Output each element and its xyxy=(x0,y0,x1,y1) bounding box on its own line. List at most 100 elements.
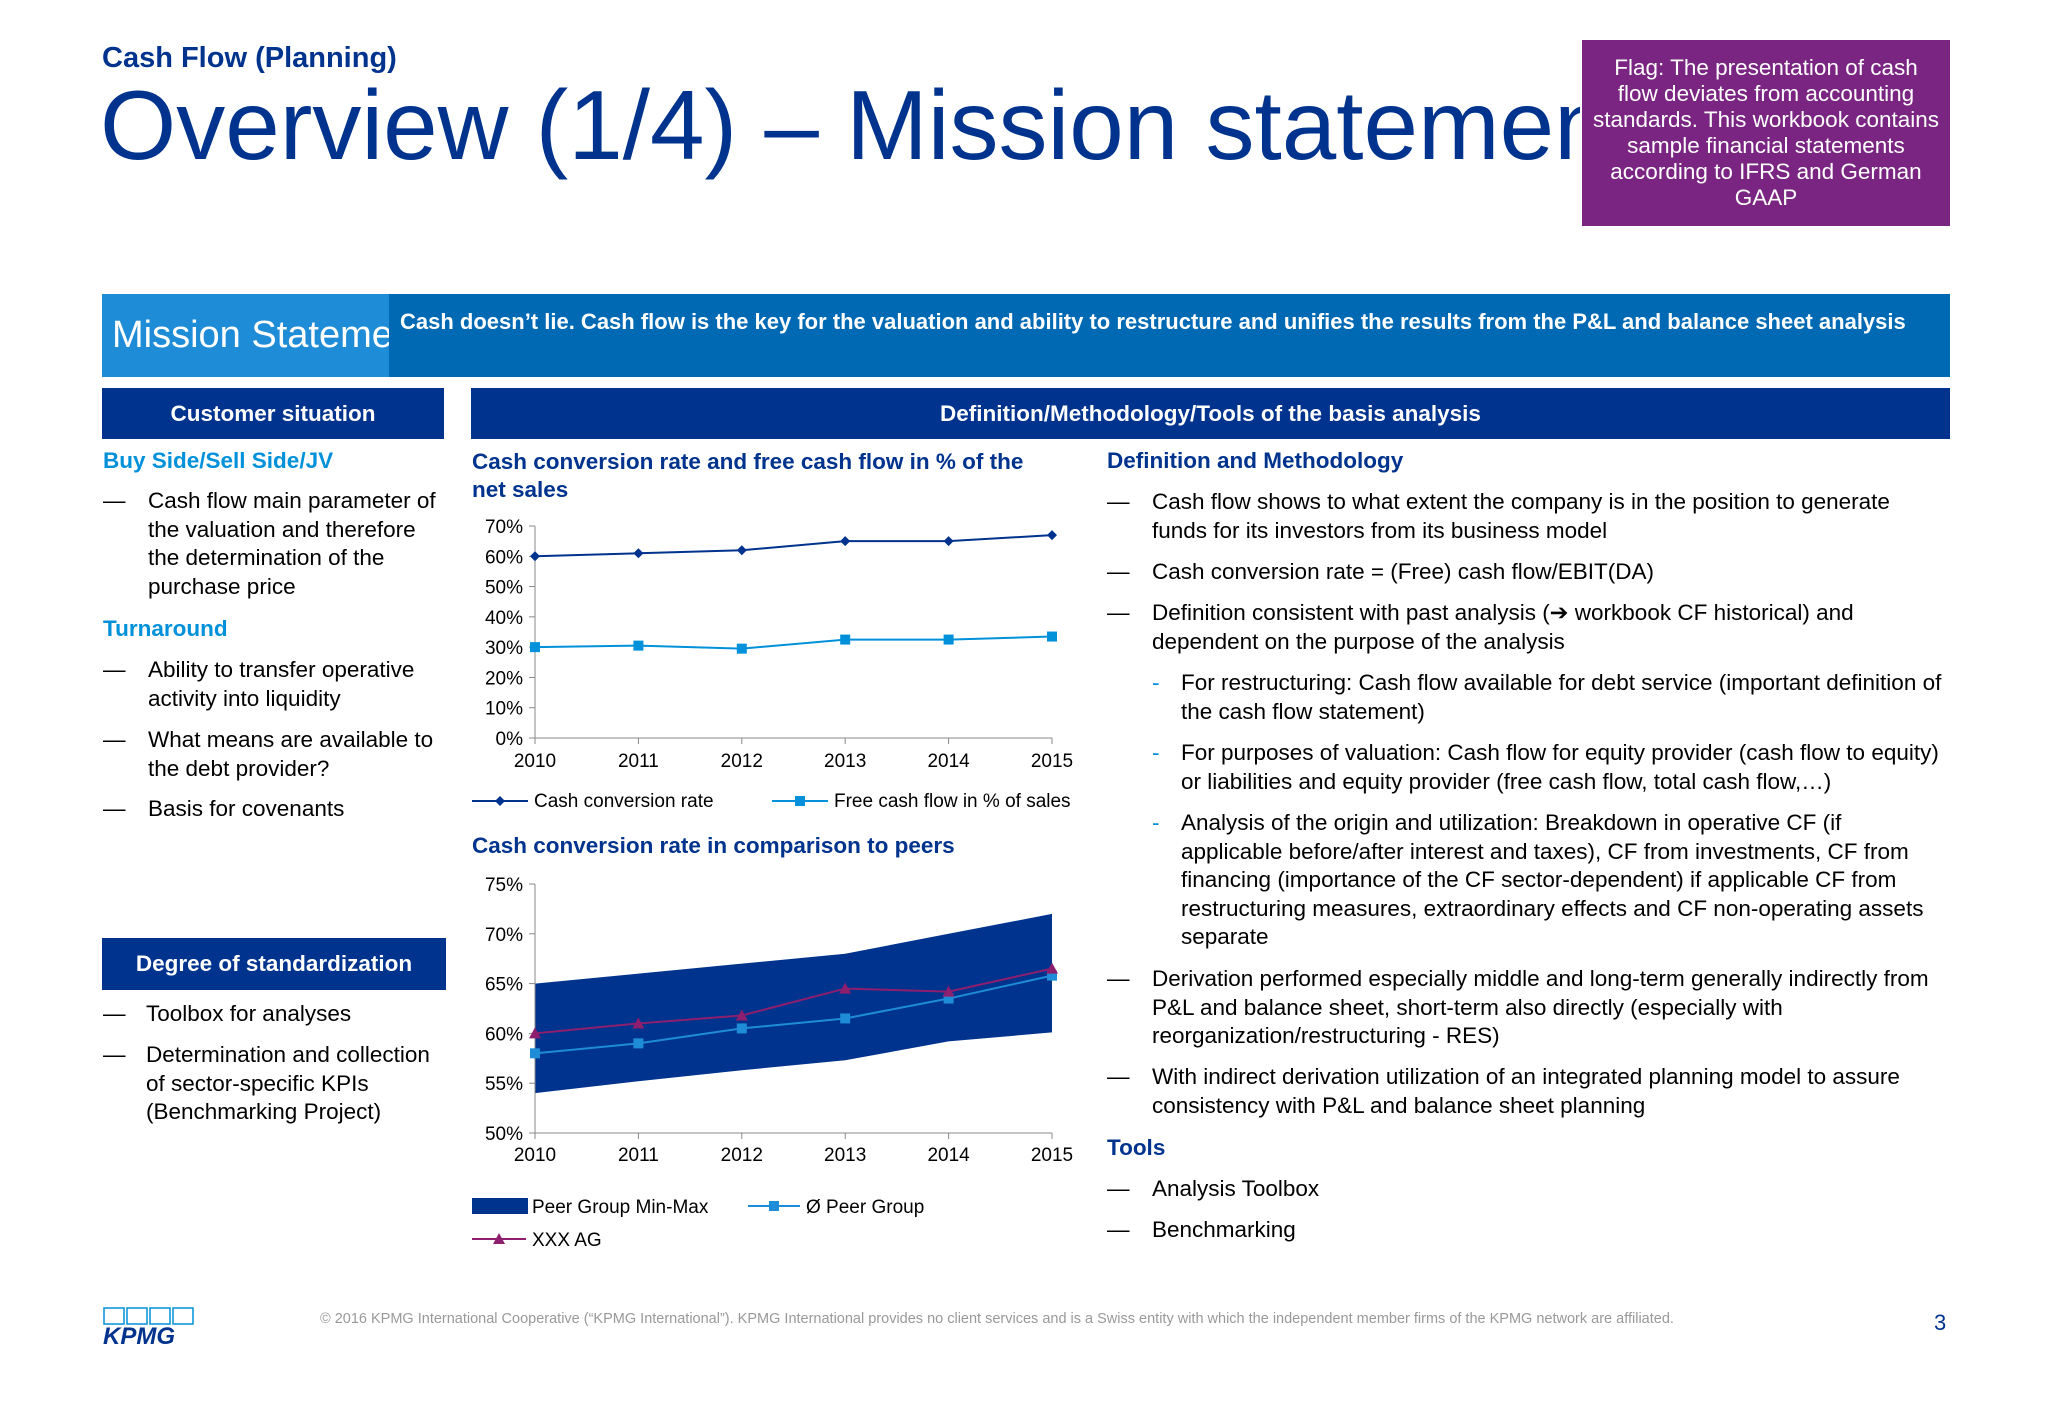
data-point xyxy=(736,545,747,556)
dash-icon: — xyxy=(103,1042,126,1067)
legend-label: Peer Group Min-Max xyxy=(532,1197,709,1218)
tools-title: Tools xyxy=(1107,1135,1166,1160)
dash-icon: — xyxy=(1107,489,1130,514)
y-tick-label: 30% xyxy=(485,638,523,659)
list-item: — Benchmarking xyxy=(1107,1216,1947,1245)
data-point xyxy=(736,1023,747,1034)
series-line-1 xyxy=(534,635,1053,650)
data-point xyxy=(633,640,644,651)
list-item: — What means are available to the debt p… xyxy=(103,727,434,781)
y-tick-label: 60% xyxy=(485,1024,523,1045)
legend-marker xyxy=(495,796,505,806)
legend-label: Free cash flow in % of sales xyxy=(834,791,1071,812)
section-subtitle: Cash Flow (Planning) xyxy=(102,42,397,74)
data-point xyxy=(942,985,955,997)
x-tick-label: 2015 xyxy=(1031,751,1073,772)
y-tick-label: 50% xyxy=(485,578,523,599)
data-point xyxy=(530,642,540,653)
methodology-title: Definition and Methodology xyxy=(1107,448,1404,473)
dash-icon: — xyxy=(1107,966,1130,991)
y-tick-label: 40% xyxy=(485,608,523,629)
y-tick-label: 50% xyxy=(485,1124,523,1145)
list-item: — Toolbox for analyses xyxy=(103,1000,443,1029)
subdash-icon: - xyxy=(1152,740,1160,765)
data-point xyxy=(943,993,954,1004)
dash-icon: — xyxy=(1107,1217,1130,1242)
legend-marker xyxy=(493,1233,505,1244)
dash-icon: — xyxy=(103,657,126,682)
series-line-1 xyxy=(534,967,1053,1035)
data-point xyxy=(840,536,851,547)
chart2-title: Cash conversion rate in comparison to pe… xyxy=(472,833,955,858)
chart1-title: Cash conversion rate and free cash flow … xyxy=(472,449,1024,502)
page-title: Overview (1/4) – Mission statement xyxy=(100,70,1580,180)
x-tick-label: 2012 xyxy=(721,1145,763,1166)
dash-icon: — xyxy=(103,796,126,821)
data-point xyxy=(840,634,851,645)
data-point xyxy=(736,643,747,654)
definition-header: Definition/Methodology/Tools of the basi… xyxy=(471,388,1950,439)
dash-icon: — xyxy=(1107,1176,1130,1201)
section-title-buy-side: Buy Side/Sell Side/JV xyxy=(103,448,334,473)
y-tick-label: 75% xyxy=(485,875,523,896)
x-tick-label: 2011 xyxy=(618,751,659,772)
x-tick-label: 2014 xyxy=(927,1145,970,1166)
dash-icon: — xyxy=(1107,600,1130,625)
dash-icon: — xyxy=(1107,1064,1130,1089)
list-item: — Ability to transfer operative activity… xyxy=(103,657,415,711)
list-item: — Cash flow main parameter of the valuat… xyxy=(103,488,436,599)
y-tick-label: 55% xyxy=(485,1074,523,1095)
mission-label: Mission Statement xyxy=(112,314,389,356)
x-tick-label: 2014 xyxy=(927,751,970,772)
mission-bar xyxy=(102,294,1950,377)
y-tick-label: 70% xyxy=(485,517,523,538)
data-point xyxy=(943,536,954,547)
svg-text:KPMG: KPMG xyxy=(103,1323,175,1348)
y-tick-label: 10% xyxy=(485,699,523,720)
data-point xyxy=(735,1009,748,1021)
page-number: 3 xyxy=(1934,1310,1947,1335)
subdash-icon: - xyxy=(1152,810,1160,835)
dash-icon: — xyxy=(103,1001,126,1026)
copyright-notice: © 2016 KPMG International Cooperative (“… xyxy=(320,1311,1674,1327)
data-point xyxy=(633,548,644,559)
list-item: — Cash flow shows to what extent the com… xyxy=(1107,489,1890,543)
peer-comparison-chart: 50% 55% 60% 65% 70% 75% 2010 2011 2012 2013 2014 20… xyxy=(472,875,1073,1251)
series-line-0 xyxy=(534,534,1053,558)
y-tick-label: 65% xyxy=(485,975,523,996)
data-point xyxy=(1047,530,1057,541)
x-tick-label: 2015 xyxy=(1031,1145,1073,1166)
data-point xyxy=(632,1017,645,1029)
mission-text: Cash doesn’t lie. Cash flow is the key f… xyxy=(400,309,1906,334)
list-item: — Cash conversion rate = (Free) cash flo… xyxy=(1107,558,1947,587)
x-tick-label: 2013 xyxy=(824,751,866,772)
data-point xyxy=(529,1027,541,1039)
standardization-header: Degree of standardization xyxy=(102,938,446,990)
data-point xyxy=(1046,962,1058,974)
data-point xyxy=(840,1013,851,1024)
legend-marker xyxy=(795,796,805,806)
x-tick-label: 2012 xyxy=(721,751,763,772)
dash-icon: — xyxy=(103,727,126,752)
section-title-turnaround: Turnaround xyxy=(103,616,228,641)
list-item: — Derivation performed especially middle… xyxy=(1107,966,1929,1048)
list-item: — Determination and collection of sector… xyxy=(103,1042,430,1124)
flag-note: Flag: The presentation of cash flow devi… xyxy=(1582,40,1950,226)
data-point xyxy=(839,982,852,994)
x-tick-label: 2013 xyxy=(824,1145,866,1166)
cash-conversion-chart: 0% 10% 20% 30% 40% 50% 60% 70% 2010 2011 2012 2013 2… xyxy=(472,517,1073,812)
list-item: — Analysis Toolbox xyxy=(1107,1175,1947,1204)
legend-label: XXX AG xyxy=(532,1230,602,1251)
sub-list-item: - Analysis of the origin and utilization… xyxy=(1152,810,1924,949)
data-point xyxy=(1047,970,1057,981)
page-title-container: Overview (1/4) – Mission statement xyxy=(100,70,1580,180)
y-tick-label: 60% xyxy=(485,547,523,568)
dash-icon: — xyxy=(103,488,126,513)
data-point xyxy=(1047,631,1057,642)
mission-label-box: Mission Statement xyxy=(102,294,389,377)
legend-marker xyxy=(769,1201,779,1211)
x-tick-label: 2010 xyxy=(514,1145,556,1166)
list-item: — Basis for covenants xyxy=(103,795,443,824)
legend-label: Ø Peer Group xyxy=(806,1197,924,1218)
dash-icon: — xyxy=(1107,559,1130,584)
